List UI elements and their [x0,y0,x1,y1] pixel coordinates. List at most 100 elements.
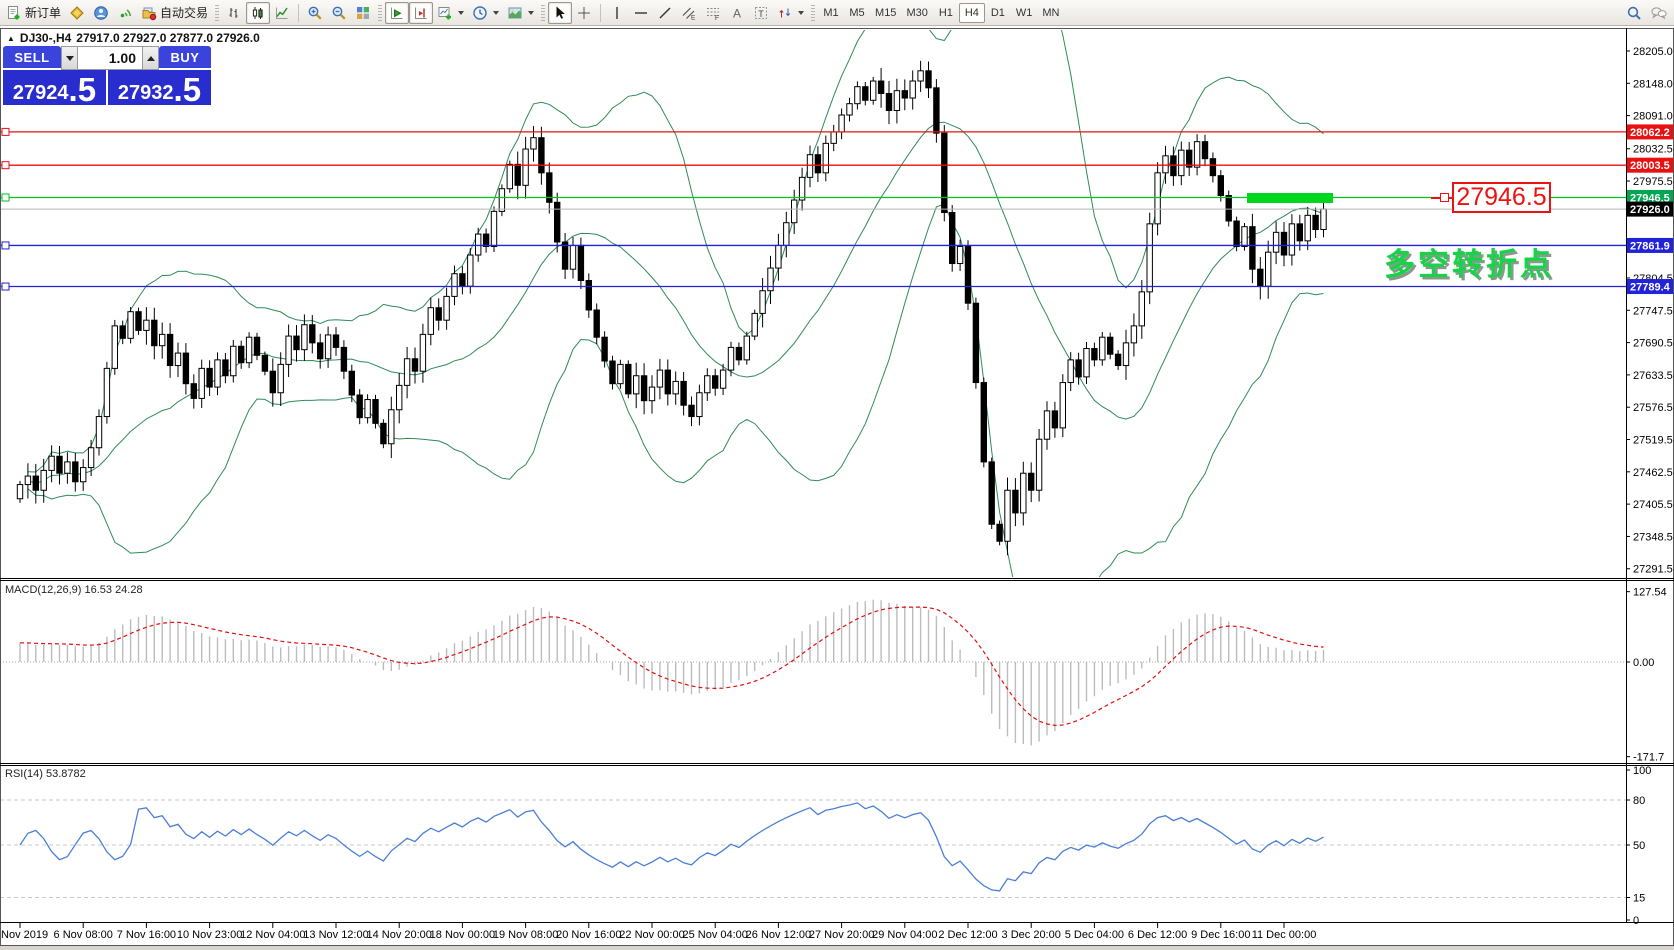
candlestick [261,354,269,372]
tile-windows-button[interactable] [351,2,375,24]
candlestick [1193,141,1201,168]
timeframe-H1[interactable]: H1 [933,3,959,23]
crosshair-button[interactable] [572,2,596,24]
timeframe-M5[interactable]: M5 [844,3,870,23]
candlestick [1051,410,1059,429]
price-tick-label: 27348.5 [1633,531,1673,543]
cursor-button[interactable] [548,1,573,24]
one-click-trading-panel: SELL BUY 27924 .5 27932 .5 [3,46,211,108]
candlestick [585,280,592,311]
candlestick [798,176,806,201]
price-tick-label: 27291.5 [1633,564,1673,576]
buy-button[interactable]: 27932 .5 [108,70,211,106]
new-order-button[interactable]: 新订单 [2,2,65,24]
price-badge-text: 27926.0 [1630,204,1670,216]
horizontal-line-button[interactable] [629,2,653,24]
new-chart-button[interactable] [433,2,468,24]
candlestick [672,380,679,395]
macd-indicator-label: MACD(12,26,9) 16.53 24.28 [5,584,143,596]
time-tick-label: 27 Nov 20:00 [809,929,874,941]
candlestick [751,312,758,337]
buy-tab[interactable]: BUY [159,46,211,70]
bar-chart-button[interactable] [222,2,246,24]
dropdown-caret [528,10,535,15]
candlestick [1241,226,1248,248]
templates-icon [508,7,522,18]
candlestick [1249,226,1256,270]
candlestick [783,222,790,246]
volume-decrease-button[interactable] [61,46,78,70]
main-price-panel [0,30,1626,577]
dropdown-caret [493,10,500,15]
equidistant-channel-button[interactable]: E [677,2,701,24]
collapse-arrow-icon[interactable]: ▲ [7,33,15,43]
candlestick [16,484,24,500]
timeframe-M15[interactable]: M15 [870,3,901,23]
rsi-tick-label: 0 [1633,915,1639,927]
volume-increase-button[interactable] [142,46,159,70]
trendline-button[interactable] [653,2,677,24]
candlestick [1320,208,1327,231]
autotrading-button[interactable]: 自动交易 [137,2,212,24]
price-callout[interactable]: 27946.5 [1452,182,1551,213]
sell-price-fraction: .5 [68,71,97,108]
templates-button[interactable] [503,2,538,24]
chat-icon [1651,6,1667,19]
fibonacci-button[interactable]: F [701,2,725,24]
text-button[interactable]: A [725,2,749,24]
zoom-in-button[interactable] [303,2,327,24]
candlestick-button[interactable] [246,1,271,24]
sell-button[interactable]: 27924 .5 [3,70,106,108]
timeframe-H4[interactable]: H4 [958,2,985,23]
time-tick-label: 22 Nov 00:00 [619,929,684,941]
arrows-button[interactable] [773,2,808,24]
price-tick-label: 28205.0 [1633,46,1673,58]
timeframe-M1[interactable]: M1 [818,3,844,23]
market-watch-button[interactable] [89,2,113,24]
chat-button[interactable] [1646,2,1672,24]
chart-canvas[interactable]: 28205.028148.028091.028032.527975.527804… [0,28,1674,946]
timeframe-D1[interactable]: D1 [985,3,1011,23]
editor-button[interactable] [65,2,89,24]
candlestick [1035,438,1043,491]
timeframe-MN[interactable]: MN [1037,3,1064,23]
candlestick [767,267,774,292]
candlestick [198,367,205,399]
pivot-annotation-text[interactable]: 多空转折点 [1384,247,1554,282]
window-bottom-strip [0,946,1674,950]
time-tick-label: 5 Dec 04:00 [1065,929,1124,941]
zoom-out-button[interactable] [327,2,351,24]
search-button[interactable] [1622,2,1646,24]
rsi-name: RSI(14) [5,768,43,780]
candlestick [822,142,829,174]
panel-divider [106,70,108,105]
arrows-icon [779,8,791,17]
line-chart-button[interactable] [270,2,294,24]
candlestick [380,422,387,445]
auto-scroll-button[interactable] [385,1,410,24]
candlestick [317,342,324,360]
candlestick [704,375,711,394]
sell-tab[interactable]: SELL [3,46,61,70]
chart-title: ▲ DJ30-,H4 27917.0 27927.0 27877.0 27926… [7,31,260,45]
candlestick [1296,223,1303,242]
candlestick [514,163,521,186]
callout-anchor-handle[interactable] [1440,193,1449,202]
candlestick [640,375,648,402]
toolbar-separator [600,3,602,22]
price-tick-label: 27690.5 [1633,338,1673,350]
volume-input[interactable] [78,46,142,70]
timeframe-M30[interactable]: M30 [901,3,932,23]
svg-text:A: A [733,6,741,20]
candlestick [1043,410,1051,440]
new-order-icon [8,5,20,19]
signals-button[interactable] [113,2,137,24]
dropdown-caret [798,10,805,15]
profiles-button[interactable] [468,2,503,24]
chart-symbol: DJ30-,H4 [19,31,72,45]
timeframe-W1[interactable]: W1 [1011,3,1038,23]
vertical-line-button[interactable] [605,2,629,24]
candlestick [1059,382,1066,429]
text-label-button[interactable]: T [749,2,773,24]
chart-shift-button[interactable] [409,1,434,24]
